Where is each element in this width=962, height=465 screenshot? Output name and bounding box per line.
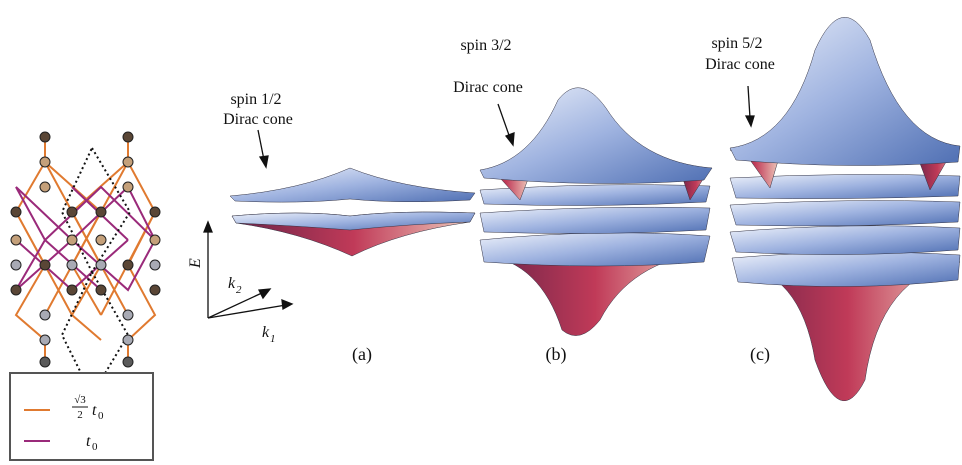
axis-k1: k [262, 324, 270, 341]
panel-tag: (c) [750, 344, 770, 365]
label-cone: Dirac cone [705, 56, 775, 73]
legend-box [9, 372, 154, 461]
axis-k2-sub: 2 [236, 284, 242, 296]
legend-sym: t [86, 433, 91, 450]
legend-sub: 0 [92, 441, 98, 453]
panel-tag: (a) [352, 344, 372, 365]
axis-e: E [187, 258, 204, 269]
axes [203, 220, 294, 319]
label-spin: spin 5/2 [711, 35, 762, 52]
label-cone: Dirac cone [223, 111, 293, 128]
label-cone: Dirac cone [453, 79, 523, 96]
legend-den: 2 [77, 409, 83, 421]
label-spin: spin 1/2 [230, 91, 281, 108]
label-spin: spin 3/2 [460, 37, 511, 54]
panel-tag: (b) [546, 344, 567, 365]
lattice [10, 131, 161, 398]
axis-k1-sub: 1 [270, 333, 276, 345]
legend-sub: 0 [98, 410, 104, 422]
annotation-arrows [257, 85, 755, 169]
legend-num: √3 [74, 394, 86, 406]
surface-b [479, 87, 713, 336]
axis-k2: k [228, 275, 236, 292]
surface-a [229, 167, 476, 257]
surface-c [729, 17, 961, 401]
legend-sym: t [92, 402, 97, 419]
